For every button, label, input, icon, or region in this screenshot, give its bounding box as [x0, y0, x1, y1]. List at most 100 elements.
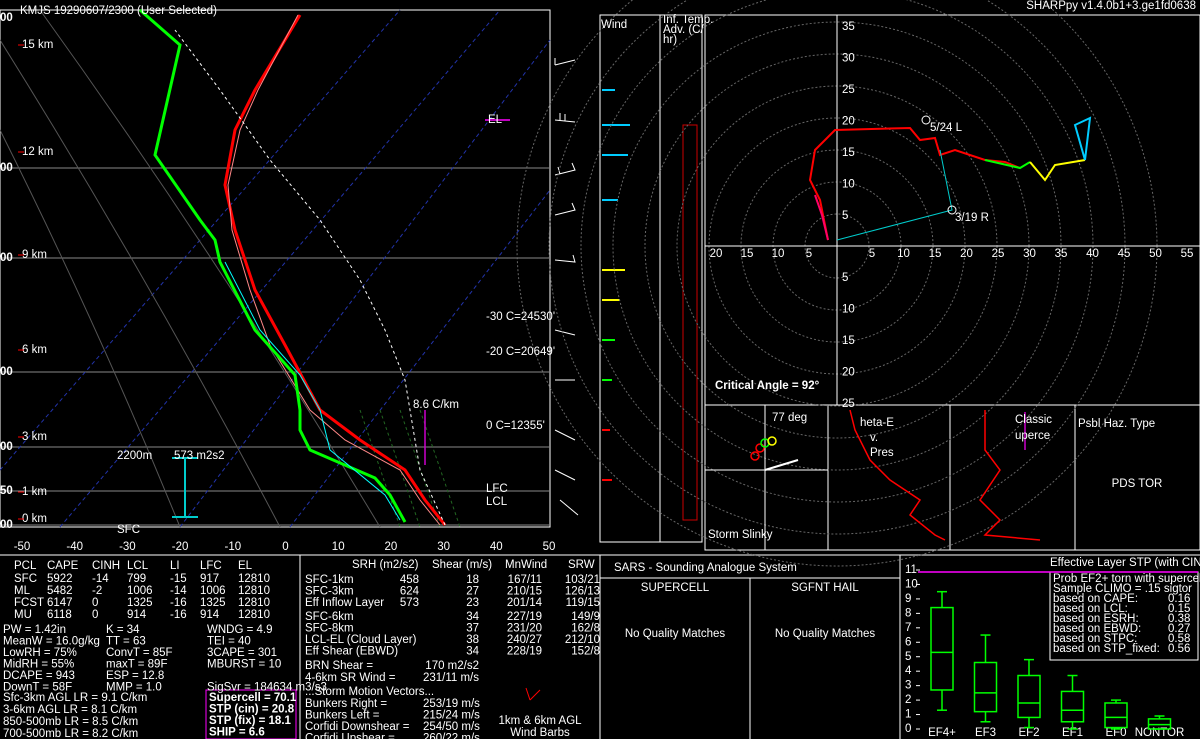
kin-cell: 34: [466, 646, 479, 658]
sars-hail: SGFNT HAIL: [791, 582, 859, 594]
stp-y-tick: 7: [905, 622, 911, 634]
box: [1017, 674, 1041, 719]
parcel-header: CAPE: [47, 560, 79, 572]
hodo-x-tick: 55: [1181, 248, 1194, 260]
parcel-header: LI: [170, 560, 180, 572]
kin-cell: 240/27: [507, 634, 542, 646]
stp-y-tick: 3: [905, 680, 911, 692]
index-cell: maxT = 89F: [106, 659, 167, 671]
agl-barbs: [525, 687, 541, 701]
wind-barbs: [554, 58, 579, 516]
parcel-cell: 0: [92, 609, 98, 621]
hodo-x-tick: 15: [741, 248, 754, 260]
hodo-x-tick: 30: [1023, 248, 1036, 260]
index-cell: ConvT = 85F: [106, 647, 173, 659]
index-cell: MidRH = 55%: [3, 659, 74, 671]
hodo-y-tick: 15: [842, 147, 855, 159]
kin-cell: 27: [466, 586, 479, 598]
stp-category: EF1: [1062, 727, 1083, 739]
temp-tick: -30: [119, 541, 136, 553]
lapse-rate: 700-500mb LR = 8.2 C/km: [3, 728, 138, 739]
hodo-trace-sfc: [814, 194, 829, 241]
index-cell: TT = 63: [106, 636, 146, 648]
composite: STP (cin) = 20.8: [209, 704, 295, 716]
motion-label: Bunkers Right =: [305, 698, 387, 710]
parcel-cell: 917: [200, 573, 219, 585]
lapse-rate: 3-6km AGL LR = 8.1 C/km: [3, 704, 137, 716]
kin-cell: 119/15: [566, 597, 600, 609]
stp-legend-value: 0.56: [1168, 643, 1190, 655]
hodo-y-tick: 35: [842, 21, 855, 33]
isobars: [0, 167, 550, 526]
temp-tick: -10: [224, 541, 241, 553]
adv-title: Adv. (C/: [663, 24, 704, 36]
pressure-label: 00: [0, 162, 13, 174]
parcel-cell: 5922: [47, 573, 73, 585]
window-title: KMJS 19290607/2300 (User Selected): [20, 5, 217, 17]
left-mover-label: 5/24 L: [930, 122, 963, 134]
parcel-cell: -16: [170, 597, 187, 609]
hodo-x-tick: 50: [1149, 248, 1162, 260]
kin-cell: 37: [466, 623, 479, 635]
hodo-x-tick: 20: [960, 248, 973, 260]
stp-legend-label: based on CAPE:: [1053, 593, 1138, 605]
kin-cell: 624: [400, 586, 420, 598]
temp-tick: 50: [543, 541, 556, 553]
pressure-label: 00: [0, 252, 13, 264]
stp-legend-label: based on EBWD:: [1053, 623, 1141, 635]
kin-header: SRW: [568, 559, 595, 571]
parcel-cell: -14: [170, 585, 187, 597]
advection-bar: [682, 124, 698, 521]
virtual-temperature-trace: [227, 14, 441, 526]
composite: SHIP = 6.6: [209, 727, 265, 739]
temp-tick: -40: [66, 541, 83, 553]
stp-legend-value: 0.15: [1168, 603, 1190, 615]
barb-caption: 1km & 6km AGL: [498, 715, 582, 727]
stp-y-tick: 9: [905, 593, 911, 605]
kin-cell: 38: [466, 634, 479, 646]
temp-tick: 30: [437, 541, 450, 553]
parcel-cell: -14: [92, 573, 109, 585]
hodo-x-tick: 5: [869, 248, 875, 260]
stp-legend-value: 0.16: [1168, 593, 1190, 605]
motion-value: 215/24 m/s: [423, 710, 480, 722]
isotherm-label: -20 C=20649': [486, 346, 555, 358]
parcel-cell: 6147: [47, 597, 73, 609]
hodo-x-tick: 45: [1118, 248, 1131, 260]
height-label: 6 km: [22, 344, 47, 356]
index-cell: WNDG = 4.9: [207, 624, 273, 636]
parcel-header: LFC: [200, 560, 222, 572]
motion-label: Corfidi Upshear =: [305, 733, 395, 739]
kin-cell: 201/14: [507, 597, 543, 609]
box: [930, 606, 954, 691]
parcel-header: LCL: [127, 560, 149, 572]
el-label: EL: [488, 114, 503, 126]
stp-legend-title: Prob EF2+ torn with supercell: [1053, 573, 1200, 585]
thetae-title: v.: [870, 432, 878, 444]
isotherms: [0, 9, 551, 528]
pressure-label: 00: [0, 519, 13, 531]
stp-y-tick: 1: [905, 709, 911, 721]
hodo-y-tick: 25: [842, 398, 855, 410]
hodo-x-tick: 20: [710, 248, 723, 260]
kin-cell: 228/19: [507, 646, 542, 658]
temp-tick: 10: [332, 541, 345, 553]
inflow-depth: 2200m: [117, 450, 152, 462]
kin-cell: 126/13: [565, 586, 600, 598]
index-cell: K = 34: [106, 624, 140, 636]
height-label: 15 km: [22, 39, 53, 51]
slinky-title: Storm Slinky: [708, 529, 773, 541]
hodo-trace-mid: [984, 159, 1031, 170]
stp-y-tick: 6: [905, 636, 911, 648]
kin-cell: 227/19: [507, 611, 542, 623]
hodo-y-tick: 10: [842, 179, 855, 191]
isotherm-label: 0 C=12355': [486, 420, 545, 432]
lapse-label: 8.6 C/km: [413, 399, 459, 411]
lcl-label: LCL: [486, 496, 508, 508]
parcel-cell: -2: [92, 585, 102, 597]
parcel-cell: 1325: [127, 597, 153, 609]
parcel-cell: MU: [14, 609, 32, 621]
motion-label: Corfidi Downshear =: [305, 721, 410, 733]
sars-title: SARS - Sounding Analogue System: [614, 562, 797, 574]
